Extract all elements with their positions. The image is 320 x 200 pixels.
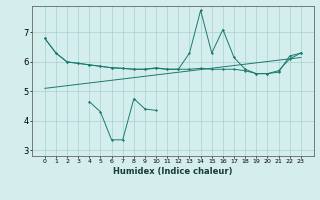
X-axis label: Humidex (Indice chaleur): Humidex (Indice chaleur) [113, 167, 233, 176]
